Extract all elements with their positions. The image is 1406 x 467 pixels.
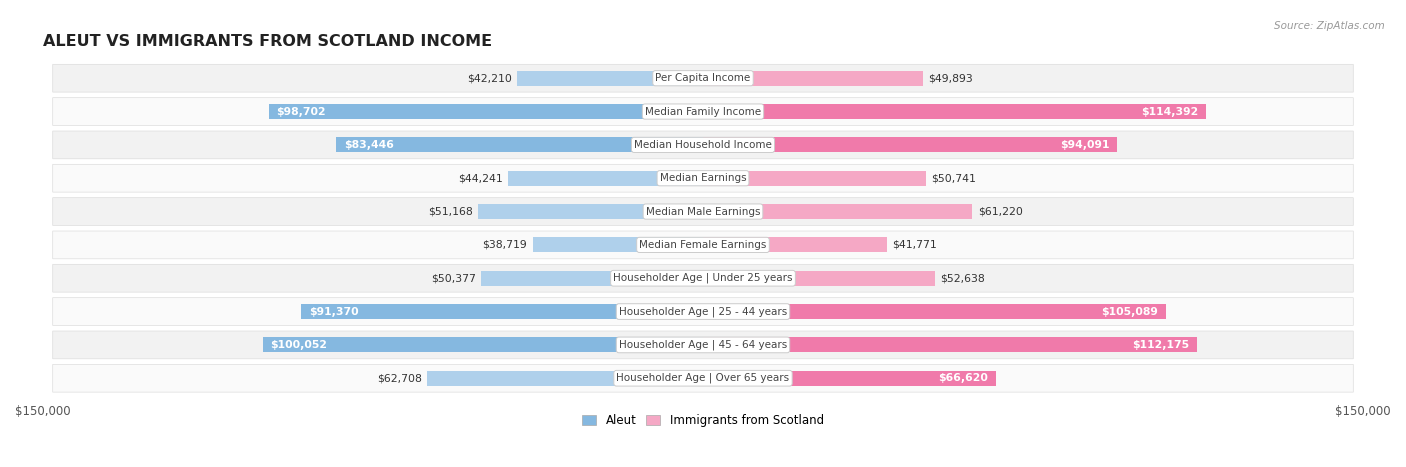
Bar <box>703 71 922 86</box>
Text: Median Household Income: Median Household Income <box>634 140 772 150</box>
Bar <box>703 170 927 186</box>
Legend: Aleut, Immigrants from Scotland: Aleut, Immigrants from Scotland <box>578 409 828 432</box>
Text: $50,741: $50,741 <box>932 173 977 183</box>
Bar <box>301 304 703 319</box>
Text: $91,370: $91,370 <box>309 306 359 317</box>
Text: $62,708: $62,708 <box>377 373 422 383</box>
Text: $49,893: $49,893 <box>928 73 973 83</box>
FancyBboxPatch shape <box>52 98 1354 126</box>
Text: Per Capita Income: Per Capita Income <box>655 73 751 83</box>
FancyBboxPatch shape <box>52 231 1354 259</box>
Text: $52,638: $52,638 <box>941 273 984 283</box>
Text: $51,168: $51,168 <box>427 206 472 217</box>
FancyBboxPatch shape <box>52 198 1354 226</box>
FancyBboxPatch shape <box>52 331 1354 359</box>
Text: $83,446: $83,446 <box>343 140 394 150</box>
Text: $41,771: $41,771 <box>893 240 936 250</box>
Text: $112,175: $112,175 <box>1132 340 1189 350</box>
FancyBboxPatch shape <box>52 364 1354 392</box>
Text: Source: ZipAtlas.com: Source: ZipAtlas.com <box>1274 21 1385 31</box>
FancyBboxPatch shape <box>52 64 1354 92</box>
FancyBboxPatch shape <box>52 264 1354 292</box>
FancyBboxPatch shape <box>52 131 1354 159</box>
FancyBboxPatch shape <box>52 297 1354 325</box>
Bar <box>427 371 703 386</box>
Bar <box>517 71 703 86</box>
Text: Median Earnings: Median Earnings <box>659 173 747 183</box>
Text: $100,052: $100,052 <box>270 340 328 350</box>
Bar <box>703 237 887 253</box>
Bar <box>703 304 1166 319</box>
Bar <box>703 337 1197 353</box>
Text: $42,210: $42,210 <box>467 73 512 83</box>
Text: Householder Age | Over 65 years: Householder Age | Over 65 years <box>616 373 790 383</box>
Text: $114,392: $114,392 <box>1142 106 1198 117</box>
Text: $98,702: $98,702 <box>277 106 326 117</box>
Text: $38,719: $38,719 <box>482 240 527 250</box>
Text: Median Family Income: Median Family Income <box>645 106 761 117</box>
Bar <box>703 104 1206 119</box>
Text: Householder Age | 45 - 64 years: Householder Age | 45 - 64 years <box>619 340 787 350</box>
Bar <box>263 337 703 353</box>
Bar <box>703 371 997 386</box>
FancyBboxPatch shape <box>52 164 1354 192</box>
Text: $66,620: $66,620 <box>938 373 988 383</box>
Bar <box>509 170 703 186</box>
Text: $105,089: $105,089 <box>1101 306 1157 317</box>
Text: ALEUT VS IMMIGRANTS FROM SCOTLAND INCOME: ALEUT VS IMMIGRANTS FROM SCOTLAND INCOME <box>42 34 492 49</box>
Bar <box>533 237 703 253</box>
Text: Householder Age | 25 - 44 years: Householder Age | 25 - 44 years <box>619 306 787 317</box>
Text: $94,091: $94,091 <box>1060 140 1109 150</box>
Bar <box>481 271 703 286</box>
Bar <box>336 137 703 152</box>
Bar <box>269 104 703 119</box>
Text: Median Female Earnings: Median Female Earnings <box>640 240 766 250</box>
Text: Median Male Earnings: Median Male Earnings <box>645 206 761 217</box>
Text: $50,377: $50,377 <box>432 273 477 283</box>
Bar <box>478 204 703 219</box>
Text: $44,241: $44,241 <box>458 173 503 183</box>
Bar <box>703 204 973 219</box>
Bar <box>703 137 1118 152</box>
Bar <box>703 271 935 286</box>
Text: Householder Age | Under 25 years: Householder Age | Under 25 years <box>613 273 793 283</box>
Text: $61,220: $61,220 <box>977 206 1022 217</box>
